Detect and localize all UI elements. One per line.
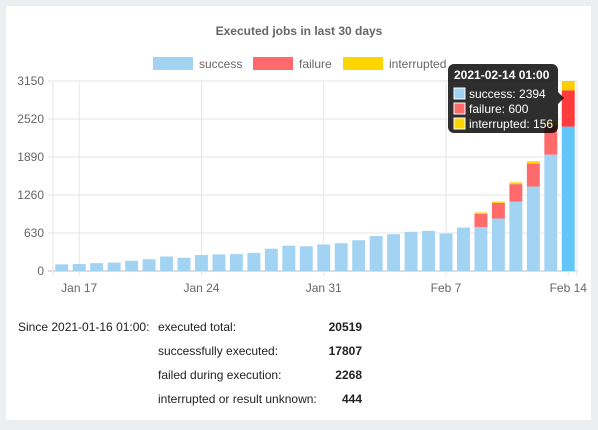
- bar-failure[interactable]: [561, 90, 575, 127]
- legend-label-failure[interactable]: failure: [299, 57, 332, 71]
- bar-success[interactable]: [491, 218, 505, 271]
- stat-label: interrupted or result unknown:: [158, 392, 317, 406]
- legend-label-interrupted[interactable]: interrupted: [389, 57, 446, 71]
- stat-value: 2268: [335, 368, 362, 382]
- legend-label-success[interactable]: success: [199, 57, 242, 71]
- bar-success[interactable]: [334, 243, 348, 271]
- bar-success[interactable]: [509, 201, 523, 271]
- chart-grid: [48, 80, 578, 276]
- tooltip-caret: [558, 92, 564, 104]
- bar-success[interactable]: [526, 186, 540, 271]
- bar-success[interactable]: [142, 259, 156, 271]
- bar-success[interactable]: [160, 256, 173, 271]
- stat-value: 17807: [328, 344, 362, 358]
- bar-success[interactable]: [422, 230, 435, 271]
- x-tick-label: Feb 14: [550, 281, 588, 295]
- legend-swatch-success[interactable]: [153, 57, 193, 70]
- stat-label: executed total:: [158, 320, 237, 334]
- bar-success[interactable]: [369, 236, 383, 271]
- bar-success[interactable]: [282, 245, 296, 271]
- bar-success[interactable]: [439, 233, 453, 271]
- chart-title: Executed jobs in last 30 days: [216, 24, 383, 38]
- x-tick-label: Feb 7: [431, 281, 462, 295]
- bar-interrupted[interactable]: [561, 81, 575, 91]
- legend-swatch-failure[interactable]: [253, 57, 293, 70]
- bar-failure[interactable]: [491, 202, 505, 219]
- tooltip-line: failure: 600: [469, 102, 529, 116]
- y-tick-label: 2520: [17, 112, 44, 126]
- y-axis: 0 630 1260 1890 2520 3150: [17, 74, 44, 278]
- bar-success[interactable]: [387, 234, 401, 271]
- y-tick-label: 1890: [17, 150, 44, 164]
- bar-interrupted[interactable]: [509, 182, 523, 185]
- y-tick-label: 1260: [17, 188, 44, 202]
- tooltip-swatch-interrupted: [453, 117, 466, 130]
- bar-success[interactable]: [247, 252, 261, 271]
- bar-success[interactable]: [125, 260, 139, 271]
- x-axis: Jan 17 Jan 24 Jan 31 Feb 7 Feb 14: [61, 281, 587, 295]
- bar-interrupted[interactable]: [474, 212, 488, 214]
- bar-success[interactable]: [72, 264, 86, 271]
- bar-success[interactable]: [264, 248, 278, 271]
- y-tick-label: 3150: [17, 74, 44, 88]
- y-tick-label: 630: [24, 226, 44, 240]
- bar-success[interactable]: [55, 264, 69, 271]
- stat-value: 444: [341, 392, 362, 406]
- stat-label: successfully executed:: [158, 344, 279, 358]
- bar-success[interactable]: [474, 226, 488, 271]
- since-label: Since 2021-01-16 01:00:: [18, 320, 150, 334]
- bar-success[interactable]: [457, 227, 470, 271]
- x-tick-label: Jan 31: [306, 281, 342, 295]
- tooltip-title: 2021-02-14 01:00: [454, 68, 550, 82]
- legend-swatch-interrupted[interactable]: [343, 57, 383, 70]
- tooltip-line: success: 2394: [469, 87, 546, 101]
- x-tick-label: Jan 17: [61, 281, 97, 295]
- tooltip-swatch-success: [453, 87, 466, 100]
- bar-success[interactable]: [107, 262, 121, 271]
- tooltip-line: interrupted: 156: [469, 117, 553, 131]
- tooltip-box: [448, 64, 558, 133]
- bar-failure[interactable]: [474, 213, 488, 227]
- bar-success[interactable]: [317, 244, 331, 271]
- y-tick-label: 0: [37, 264, 44, 278]
- stat-label: failed during execution:: [158, 368, 282, 382]
- bar-success[interactable]: [299, 246, 313, 271]
- bar-success[interactable]: [352, 240, 366, 271]
- bar-success[interactable]: [544, 154, 558, 271]
- stat-value: 20519: [328, 320, 362, 334]
- chart-legend[interactable]: success failure interrupted: [153, 57, 446, 71]
- bar-success[interactable]: [229, 254, 243, 271]
- bar-failure[interactable]: [509, 184, 523, 202]
- bar-success[interactable]: [195, 255, 208, 271]
- bar-failure[interactable]: [526, 163, 540, 187]
- bar-success[interactable]: [404, 231, 418, 271]
- bar-success[interactable]: [212, 254, 226, 271]
- bar-success[interactable]: [90, 263, 104, 271]
- bar-success[interactable]: [177, 257, 191, 271]
- bar-interrupted[interactable]: [526, 161, 540, 164]
- tooltip-swatch-failure: [453, 102, 466, 115]
- bar-success[interactable]: [561, 126, 575, 271]
- chart-bars[interactable]: [55, 81, 575, 271]
- bar-interrupted[interactable]: [491, 201, 505, 203]
- x-tick-label: Jan 24: [183, 281, 219, 295]
